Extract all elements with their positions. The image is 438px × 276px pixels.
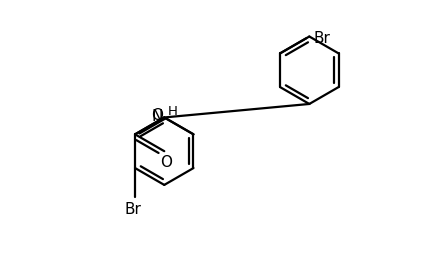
Text: O: O [159, 155, 172, 171]
Text: Br: Br [312, 31, 329, 46]
Text: H: H [167, 105, 177, 118]
Text: N: N [151, 109, 162, 124]
Text: O: O [151, 108, 163, 123]
Text: Br: Br [125, 202, 141, 217]
